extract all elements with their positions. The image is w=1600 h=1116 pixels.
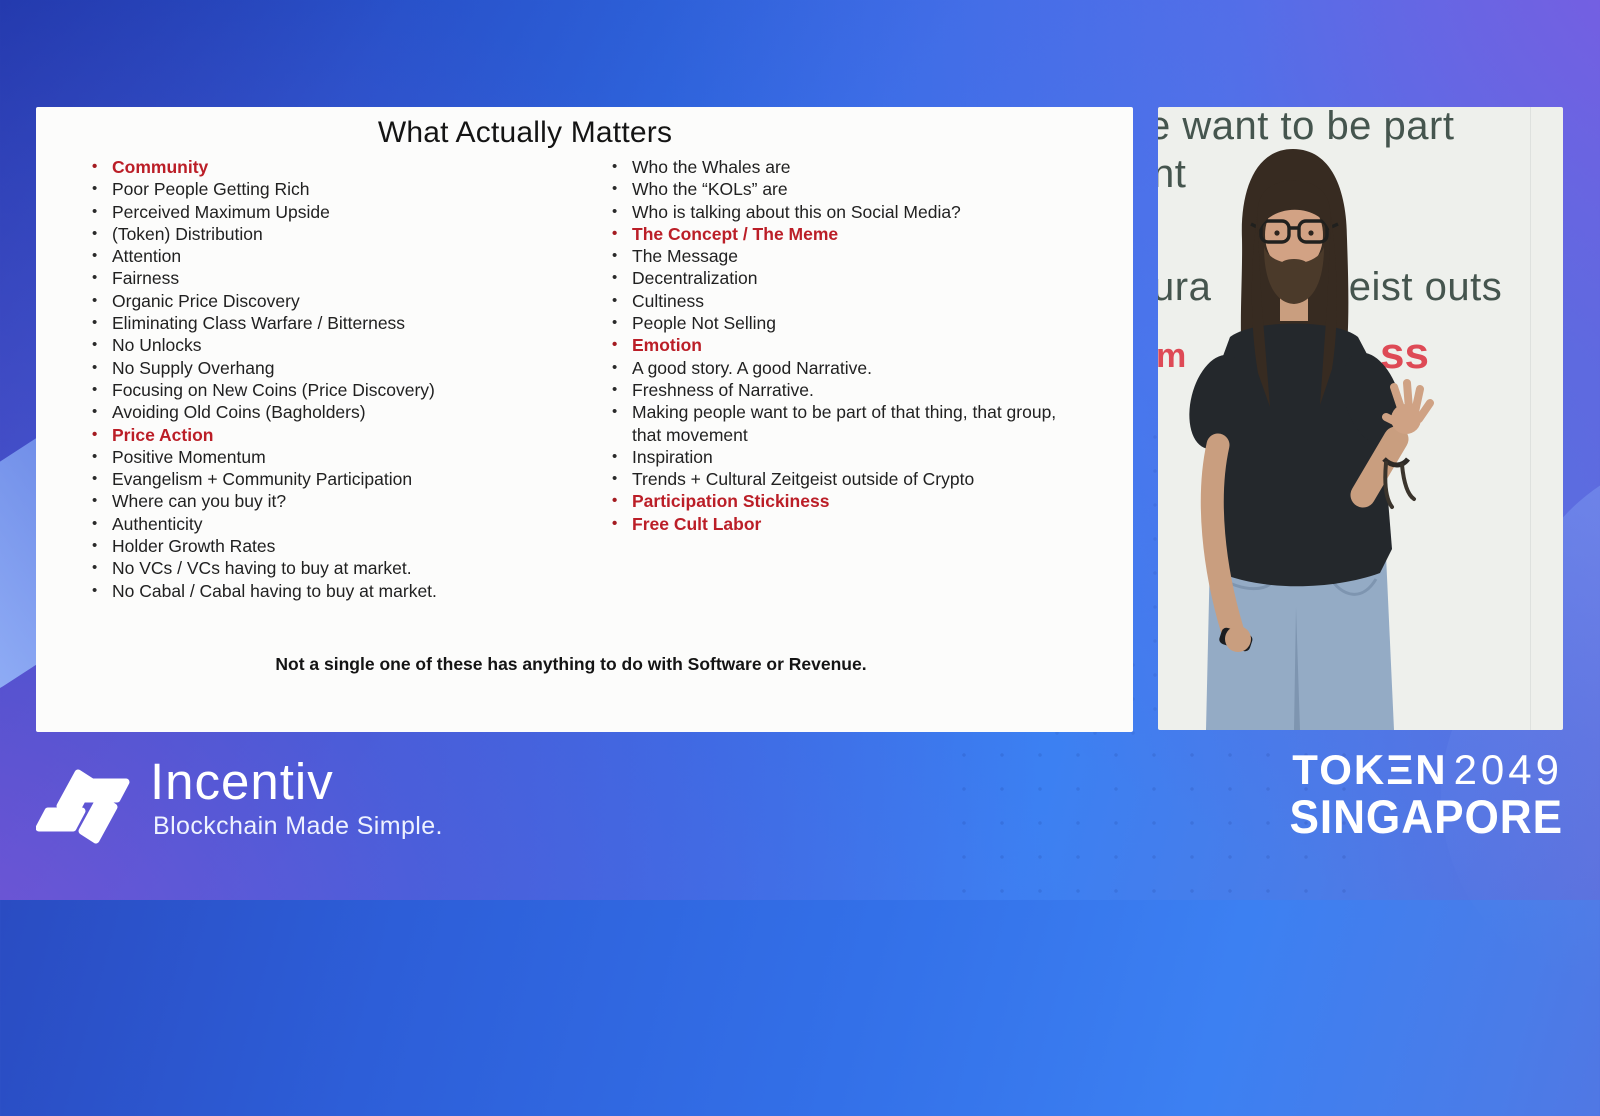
slide-panel: What Actually Matters CommunityPoor Peop… [36,107,1133,732]
bullet-item: Evangelism + Community Participation [90,468,595,491]
bullet-item: Fairness [90,267,595,290]
slide-title: What Actually Matters [377,116,673,149]
slide-bullet-list-right: Who the Whales areWho the “KOLs” areWho … [610,156,1088,535]
projected-red-fragment: m [1158,337,1187,375]
bullet-item: Cultiness [610,290,1088,313]
bg-dot-pattern [945,738,1375,896]
bullet-item: The Message [610,245,1088,268]
bullet-item: No VCs / VCs having to buy at market. [90,557,595,580]
bullet-item: Attention [90,245,595,268]
incentiv-wordmark: Incentiv [150,753,334,810]
bullet-item: No Cabal / Cabal having to buy at market… [90,580,595,603]
incentiv-logo-icon [36,769,130,844]
bullet-item: The Concept / The Meme [610,223,1088,246]
projected-text-fragment: e want to be part [1158,107,1455,148]
bullet-item: Price Action [90,424,595,447]
bullet-item: Avoiding Old Coins (Bagholders) [90,401,595,424]
slide-bullet-list-left: CommunityPoor People Getting RichPerceiv… [90,156,595,602]
bullet-item: Holder Growth Rates [90,535,595,558]
bullet-item: A good story. A good Narrative. [610,357,1088,380]
bullet-item: Free Cult Labor [610,513,1088,536]
bullet-item: No Unlocks [90,334,595,357]
bullet-item: Trends + Cultural Zeitgeist outside of C… [610,468,1088,491]
incentiv-branding: Incentiv Blockchain Made Simple. [36,750,596,860]
bullet-item: Positive Momentum [90,446,595,469]
token2049-name: TOKΞN [1292,746,1448,793]
bullet-item: Authenticity [90,513,595,536]
bullet-item: Community [90,156,595,179]
token2049-wordmark: TOKΞN 2049 [1292,748,1563,792]
bullet-item: Organic Price Discovery [90,290,595,313]
token2049-city: SINGAPORE [1289,790,1563,843]
bullet-item: Poor People Getting Rich [90,178,595,201]
bullet-item: Who the Whales are [610,156,1088,179]
bullet-item: Freshness of Narrative. [610,379,1088,402]
speaker-figure [1189,149,1434,730]
token2049-branding: TOKΞN 2049 SINGAPORE [1272,748,1563,842]
projection-screen-edge [1530,107,1531,730]
slide-footnote: Not a single one of these has anything t… [275,654,867,674]
bullet-item: Who is talking about this on Social Medi… [610,201,1088,224]
bullet-item: No Supply Overhang [90,357,595,380]
projected-text-fragment: nt [1158,152,1187,196]
bg-dot-pattern [1136,420,1160,720]
bullet-item: Participation Stickiness [610,490,1088,513]
incentiv-tagline: Blockchain Made Simple. [153,812,443,840]
bullet-item: Making people want to be part of that th… [610,401,1088,446]
token2049-year: 2049 [1453,746,1563,793]
bullet-item: Who the “KOLs” are [610,178,1088,201]
bullet-item: Decentralization [610,267,1088,290]
bullet-item: (Token) Distribution [90,223,595,246]
bullet-item: Emotion [610,334,1088,357]
bullet-item: Focusing on New Coins (Price Discovery) [90,379,595,402]
bullet-item: Inspiration [610,446,1088,469]
projected-text-fragment: ura [1158,265,1212,309]
bullet-item: Eliminating Class Warfare / Bitterness [90,312,595,335]
bullet-item: Perceived Maximum Upside [90,201,595,224]
bullet-item: People Not Selling [610,312,1088,335]
speaker-video-panel: e want to be part nt ura itgeist outs m … [1158,107,1563,730]
projected-red-fragment: ss [1380,329,1429,378]
bullet-item: Where can you buy it? [90,490,595,513]
